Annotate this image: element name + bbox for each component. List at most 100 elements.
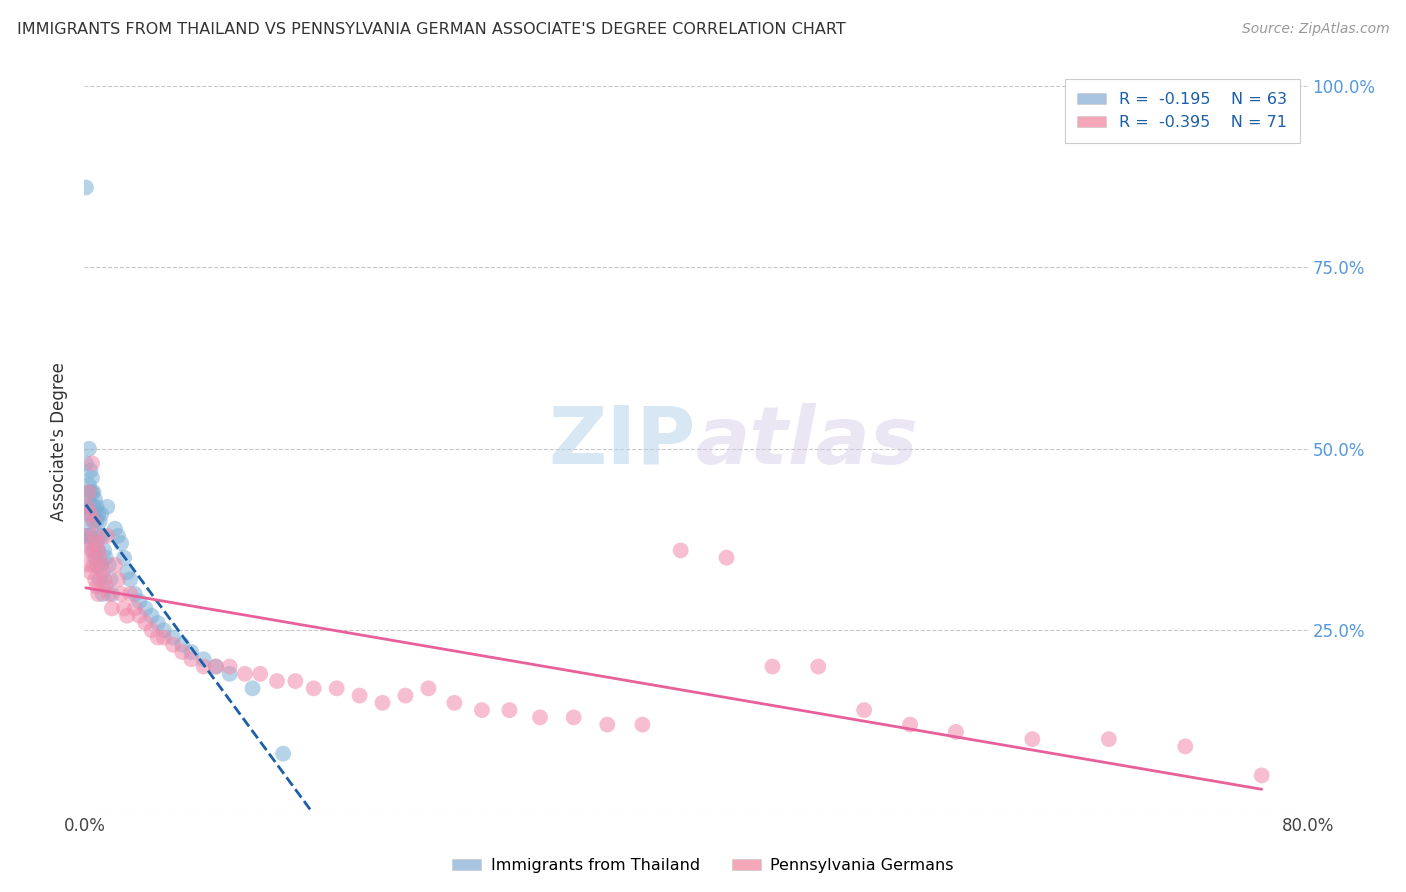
Point (83, 558, 105, 572)
Point (75, 500, 97, 514)
Point (205, 659, 228, 673)
Point (80, 471, 103, 485)
Point (89, 573, 111, 587)
Point (93, 543, 115, 558)
Point (349, 689, 371, 703)
Point (498, 703, 520, 717)
Point (120, 573, 142, 587)
Point (79, 565, 101, 579)
Text: Source: ZipAtlas.com: Source: ZipAtlas.com (1241, 22, 1389, 37)
Point (84, 529, 107, 543)
Point (104, 558, 127, 572)
Point (124, 587, 146, 601)
Point (83, 515, 105, 529)
Point (193, 652, 215, 666)
Point (97, 558, 120, 572)
Point (79, 464, 101, 478)
Point (120, 587, 142, 601)
Point (233, 666, 256, 681)
Point (91, 565, 114, 579)
Point (77, 558, 100, 572)
Point (562, 710, 585, 724)
Point (75, 180, 97, 194)
Point (146, 631, 169, 645)
Point (218, 666, 240, 681)
Point (86, 536, 108, 550)
Point (529, 710, 551, 724)
Point (110, 536, 132, 550)
Point (87, 543, 110, 558)
Point (86, 558, 108, 572)
Point (80, 536, 103, 550)
Point (135, 615, 157, 630)
Point (418, 681, 440, 696)
Point (153, 631, 176, 645)
Point (172, 645, 194, 659)
Point (141, 608, 163, 623)
Point (84, 550, 107, 565)
Point (93, 573, 115, 587)
Point (104, 522, 127, 536)
Point (205, 659, 228, 673)
Point (77, 529, 100, 543)
Point (162, 631, 184, 645)
Point (90, 558, 112, 572)
Point (76, 543, 98, 558)
Point (443, 696, 465, 710)
Point (242, 681, 264, 696)
Point (146, 615, 169, 630)
Point (80, 543, 103, 558)
Point (115, 565, 138, 579)
Point (669, 543, 692, 558)
Point (79, 529, 101, 543)
Point (807, 659, 830, 673)
Text: IMMIGRANTS FROM THAILAND VS PENNSYLVANIA GERMAN ASSOCIATE'S DEGREE CORRELATION C: IMMIGRANTS FROM THAILAND VS PENNSYLVANIA… (17, 22, 845, 37)
Point (83, 515, 105, 529)
Point (761, 659, 783, 673)
Point (77, 442, 100, 456)
Point (128, 608, 150, 623)
Point (84, 492, 107, 507)
Point (596, 717, 619, 731)
Point (76, 529, 98, 543)
Point (89, 515, 111, 529)
Point (77, 485, 100, 500)
Point (98, 573, 121, 587)
Point (75, 529, 97, 543)
Point (945, 724, 967, 739)
Point (271, 747, 294, 761)
Point (94, 550, 117, 565)
Point (83, 500, 105, 514)
Point (115, 608, 138, 623)
Point (107, 573, 129, 587)
Point (79, 485, 101, 500)
Point (94, 580, 117, 594)
Point (471, 703, 494, 717)
Point (77, 507, 100, 521)
Point (193, 659, 215, 673)
Point (153, 624, 176, 638)
Point (90, 507, 112, 521)
Point (172, 638, 194, 652)
Point (135, 601, 157, 615)
Point (112, 550, 135, 565)
Point (107, 529, 129, 543)
Text: ZIP: ZIP (548, 402, 696, 481)
Point (180, 652, 202, 666)
Point (898, 717, 921, 731)
Point (266, 674, 288, 689)
Legend: Immigrants from Thailand, Pennsylvania Germans: Immigrants from Thailand, Pennsylvania G… (446, 852, 960, 880)
Point (96, 529, 118, 543)
Point (101, 587, 124, 601)
Point (284, 674, 307, 689)
Point (86, 515, 108, 529)
Point (325, 681, 347, 696)
Point (75, 456, 97, 470)
Point (76, 515, 98, 529)
Legend: R =  -0.195    N = 63, R =  -0.395    N = 71: R = -0.195 N = 63, R = -0.395 N = 71 (1064, 79, 1299, 143)
Point (86, 500, 108, 514)
Point (83, 543, 105, 558)
Point (371, 696, 394, 710)
Point (86, 580, 108, 594)
Point (128, 594, 150, 608)
